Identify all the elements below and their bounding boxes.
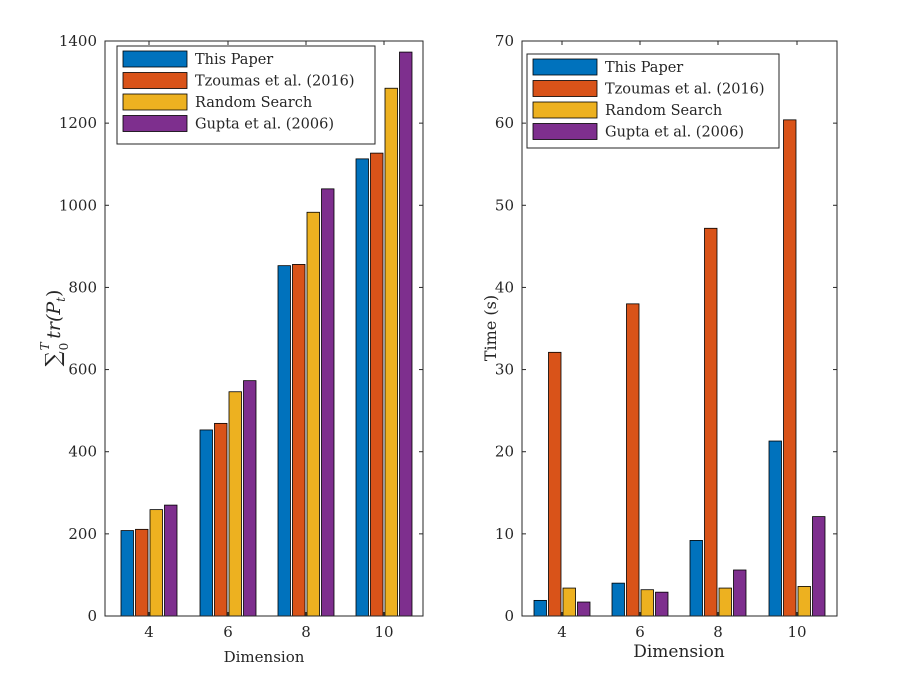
right-bar	[562, 587, 576, 617]
left-bar	[243, 380, 257, 617]
left-y-axis-label: ∑T 0 tr(Pt)	[38, 290, 71, 367]
left-bar	[355, 158, 369, 617]
right-xtick-label: 10	[787, 623, 806, 641]
right-ytick-label: 70	[495, 32, 514, 50]
right-legend-swatch	[532, 80, 598, 97]
left-bar	[384, 87, 398, 617]
left-xtick-label: 8	[301, 623, 311, 641]
left-legend-swatch	[122, 72, 188, 89]
left-chart: 0 200 400 600 800 1000 1200 1400 4 6 8 10 Dimensio…	[38, 32, 424, 666]
right-legend-label: Tzoumas et al. (2016)	[605, 82, 765, 98]
left-legend-swatch	[122, 50, 188, 68]
left-ytick-label: 1000	[59, 196, 97, 214]
left-bar	[120, 530, 134, 617]
right-legend-label: Random Search	[605, 103, 722, 119]
right-legend-label: This Paper	[605, 60, 683, 76]
left-x-ticks: 4 6 8 10	[144, 41, 394, 641]
left-bar	[306, 211, 320, 617]
right-xtick-label: 6	[635, 623, 645, 641]
left-y-label-sum: ∑	[41, 351, 65, 366]
left-ytick-label: 200	[68, 525, 97, 543]
right-bar	[655, 591, 669, 617]
left-ytick-label: 400	[68, 443, 97, 461]
right-ytick-label: 20	[495, 443, 514, 461]
left-xtick-label: 6	[223, 623, 233, 641]
left-y-ticks: 0 200 400 600 800 1000 1200 1400	[59, 32, 423, 625]
right-bars	[533, 119, 826, 617]
left-ytick-label: 600	[68, 361, 97, 379]
left-ytick-label: 0	[87, 607, 97, 625]
right-ytick-label: 30	[495, 361, 514, 379]
right-legend-swatch	[532, 123, 598, 140]
right-ytick-label: 10	[495, 525, 514, 543]
left-legend-label: Random Search	[195, 95, 312, 111]
left-xtick-label: 10	[374, 623, 393, 641]
left-bar	[135, 528, 149, 617]
left-bar	[277, 265, 291, 617]
left-legend-swatch	[122, 115, 188, 132]
right-x-ticks: 4 6 8 10	[557, 41, 807, 641]
right-xtick-label: 4	[557, 623, 567, 641]
right-legend-swatch	[532, 101, 598, 119]
right-bar	[768, 440, 782, 617]
left-legend-label: This Paper	[195, 52, 273, 68]
right-chart: 0 10 20 30 40 50 60 70 4 6 8 10 Dimension Time (s)…	[481, 32, 838, 662]
right-bar	[626, 303, 640, 617]
left-ytick-label: 1200	[59, 114, 97, 132]
left-y-label-rest-sub: t	[54, 297, 68, 302]
left-y-label-sup: T	[38, 341, 52, 350]
right-bar	[533, 599, 547, 617]
left-bar	[228, 391, 242, 617]
right-ytick-label: 50	[495, 196, 514, 214]
right-bar	[577, 601, 591, 617]
left-legend: This Paper Tzoumas et al. (2016) Random Se…	[116, 45, 376, 145]
right-y-ticks: 0 10 20 30 40 50 60 70	[495, 32, 837, 625]
left-bar	[321, 188, 335, 617]
left-bar	[214, 422, 228, 617]
right-xtick-label: 8	[713, 623, 723, 641]
left-bar	[164, 504, 178, 617]
left-bar	[399, 51, 413, 617]
right-bar	[611, 582, 625, 617]
left-x-axis-label: Dimension	[224, 648, 305, 666]
right-ytick-label: 0	[504, 607, 514, 625]
left-y-label-close: )	[43, 290, 65, 297]
left-bar	[370, 152, 384, 617]
left-y-label-sub: 0	[57, 343, 71, 351]
right-bar	[783, 119, 797, 617]
left-bar	[292, 264, 306, 617]
right-ytick-label: 60	[495, 114, 514, 132]
right-y-axis-label: Time (s)	[481, 295, 500, 361]
left-legend-swatch	[122, 93, 188, 111]
right-bar	[640, 589, 654, 617]
left-legend-label: Tzoumas et al. (2016)	[195, 74, 355, 90]
left-plot-frame	[104, 40, 424, 617]
right-x-axis-label: Dimension	[633, 642, 725, 662]
right-plot-frame	[521, 40, 838, 617]
right-ytick-label: 40	[495, 278, 514, 296]
right-bar	[689, 540, 703, 617]
right-legend-swatch	[532, 58, 598, 76]
left-bar	[199, 429, 213, 617]
right-bar	[812, 516, 826, 617]
right-legend: This Paper Tzoumas et al. (2016) Random Se…	[526, 53, 780, 149]
right-bar	[718, 587, 732, 617]
right-bar	[797, 586, 811, 617]
right-bar	[548, 351, 562, 617]
left-bar	[149, 509, 163, 617]
right-legend-label: Gupta et al. (2006)	[605, 125, 744, 141]
left-legend-label: Gupta et al. (2006)	[195, 117, 334, 133]
right-bar	[733, 569, 747, 617]
right-bar	[704, 227, 718, 617]
left-ytick-label: 1400	[59, 32, 97, 50]
left-y-label-rest: tr(P	[43, 301, 65, 339]
left-xtick-label: 4	[144, 623, 154, 641]
left-ytick-label: 800	[68, 278, 97, 296]
